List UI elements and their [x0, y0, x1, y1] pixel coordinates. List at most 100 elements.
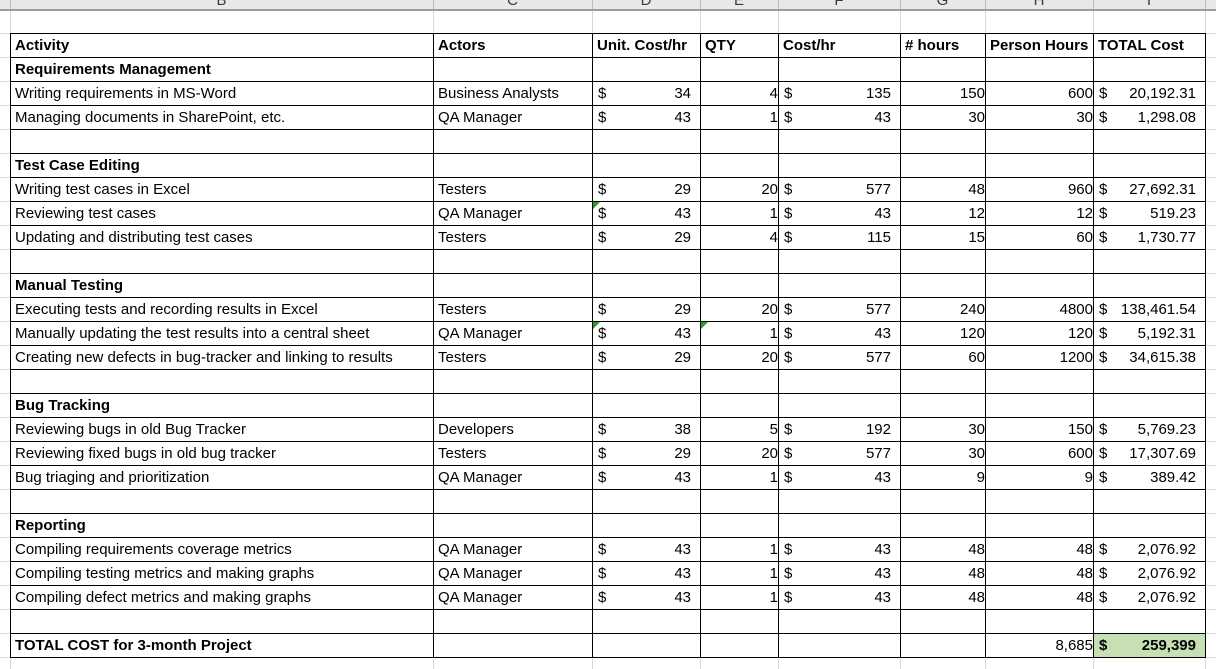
cell-actor-empty[interactable]	[433, 609, 593, 634]
section-title-cell[interactable]: Requirements Management	[10, 57, 434, 82]
cell-person-hours-empty[interactable]	[985, 609, 1094, 634]
cell-cost-hr[interactable]: $43	[778, 561, 901, 586]
cell-hours[interactable]: 120	[900, 321, 986, 346]
cell-unit-cost-empty[interactable]	[592, 369, 701, 394]
cell-unit-cost-empty[interactable]	[592, 249, 701, 274]
cell-cost-hr[interactable]: $577	[778, 297, 901, 322]
cell-cost-hr[interactable]: $43	[778, 201, 901, 226]
cell-person-hours-empty[interactable]	[985, 153, 1094, 178]
cell-hours-empty[interactable]	[900, 489, 986, 514]
cell-person-hours-empty[interactable]	[985, 369, 1094, 394]
cell-actor[interactable]: Testers	[433, 297, 593, 322]
cell-total-cost[interactable]: $2,076.92	[1093, 585, 1206, 610]
cell-cost-hr[interactable]: $43	[778, 585, 901, 610]
cell-hours-empty[interactable]	[900, 609, 986, 634]
cell-cost-hr[interactable]: $43	[778, 465, 901, 490]
cell-total-cost[interactable]: $20,192.31	[1093, 81, 1206, 106]
cell-total-cost-empty[interactable]	[1093, 369, 1206, 394]
cell-qty[interactable]: 5	[700, 417, 779, 442]
cell-total-cost-empty[interactable]	[1093, 393, 1206, 418]
cell-person-hours-empty[interactable]	[985, 249, 1094, 274]
cell-activity-empty[interactable]	[10, 369, 434, 394]
cell-person-hours[interactable]: 150	[985, 417, 1094, 442]
cell-unit-cost[interactable]: $43	[592, 537, 701, 562]
cell-unit-cost-empty[interactable]	[592, 57, 701, 82]
cell-cost-hr-empty[interactable]	[778, 273, 901, 298]
cell-hours[interactable]: 9	[900, 465, 986, 490]
cell-cost-hr[interactable]: $115	[778, 225, 901, 250]
cell-unit-cost[interactable]: $29	[592, 345, 701, 370]
cell-unit-cost[interactable]: $29	[592, 177, 701, 202]
column-letter-d[interactable]: D	[640, 0, 652, 9]
cell-hours[interactable]: 48	[900, 177, 986, 202]
cell-qty-empty[interactable]	[700, 249, 779, 274]
cell-actor[interactable]: Testers	[433, 177, 593, 202]
column-letter-f[interactable]: F	[834, 0, 844, 9]
cell-total-cost-empty[interactable]	[1093, 57, 1206, 82]
cell-person-hours-empty[interactable]	[985, 129, 1094, 154]
cell-hours[interactable]: 30	[900, 417, 986, 442]
cell-actor-empty[interactable]	[433, 489, 593, 514]
cell-unit-cost-empty[interactable]	[592, 609, 701, 634]
cell-total-cost-empty[interactable]	[1093, 249, 1206, 274]
cell-qty-empty[interactable]	[700, 129, 779, 154]
cell-unit-cost-empty[interactable]	[592, 273, 701, 298]
cell-actor[interactable]: QA Manager	[433, 201, 593, 226]
cell-person-hours-empty[interactable]	[985, 489, 1094, 514]
cell-actor-empty[interactable]	[433, 513, 593, 538]
cell-qty-empty[interactable]	[700, 489, 779, 514]
cell-person-hours[interactable]: 120	[985, 321, 1094, 346]
cell-unit-cost[interactable]: $43	[592, 321, 701, 346]
cell-qty[interactable]: 20	[700, 441, 779, 466]
cell-cost-hr-empty[interactable]	[778, 129, 901, 154]
cell-actor-empty[interactable]	[433, 153, 593, 178]
cell-hours[interactable]: 30	[900, 105, 986, 130]
cell-actor-empty[interactable]	[433, 273, 593, 298]
cell-person-hours[interactable]: 960	[985, 177, 1094, 202]
cell-person-hours[interactable]: 1200	[985, 345, 1094, 370]
cell-unit-cost[interactable]: $43	[592, 585, 701, 610]
cell-cost-hr[interactable]: $43	[778, 105, 901, 130]
cell-cost-hr[interactable]: $192	[778, 417, 901, 442]
cell-hours[interactable]: 48	[900, 561, 986, 586]
cell-unit-cost[interactable]: $38	[592, 417, 701, 442]
cell-hours[interactable]: 48	[900, 585, 986, 610]
cell-person-hours[interactable]: 30	[985, 105, 1094, 130]
cell-qty[interactable]: 1	[700, 561, 779, 586]
section-title-cell[interactable]: Reporting	[10, 513, 434, 538]
cell-unit-cost[interactable]: $43	[592, 201, 701, 226]
column-header-person-hours[interactable]: Person Hours	[985, 33, 1094, 58]
cell-actor-empty[interactable]	[433, 369, 593, 394]
cell-qty[interactable]: 1	[700, 537, 779, 562]
cell-unit-cost[interactable]: $43	[592, 561, 701, 586]
cell-total-cost[interactable]: $138,461.54	[1093, 297, 1206, 322]
cell-total-cost[interactable]: $2,076.92	[1093, 561, 1206, 586]
cell-activity[interactable]: Compiling testing metrics and making gra…	[10, 561, 434, 586]
cell-hours-empty[interactable]	[900, 393, 986, 418]
cell-qty-empty[interactable]	[700, 393, 779, 418]
cell-person-hours-empty[interactable]	[985, 393, 1094, 418]
cell-actor[interactable]: Testers	[433, 345, 593, 370]
cell-total-cost[interactable]: $5,769.23	[1093, 417, 1206, 442]
cell-person-hours-empty[interactable]	[985, 273, 1094, 298]
cell-qty-empty[interactable]	[700, 57, 779, 82]
cell-hours-empty[interactable]	[900, 513, 986, 538]
cell-qty[interactable]: 20	[700, 177, 779, 202]
cell-cost-hr[interactable]: $43	[778, 537, 901, 562]
cell-total-cost[interactable]: $2,076.92	[1093, 537, 1206, 562]
cell-activity[interactable]: Executing tests and recording results in…	[10, 297, 434, 322]
cell-total-cost[interactable]: $389.42	[1093, 465, 1206, 490]
cell-actor[interactable]: QA Manager	[433, 585, 593, 610]
cell-qty[interactable]: 20	[700, 297, 779, 322]
cell-actor-empty[interactable]	[433, 249, 593, 274]
cell-activity-empty[interactable]	[10, 249, 434, 274]
cell-activity-empty[interactable]	[10, 609, 434, 634]
cell-activity[interactable]: Updating and distributing test cases	[10, 225, 434, 250]
cell-actor-empty[interactable]	[433, 57, 593, 82]
cell-hours-empty[interactable]	[900, 369, 986, 394]
column-letter-h[interactable]: H	[1033, 0, 1045, 9]
cell-person-hours[interactable]: 9	[985, 465, 1094, 490]
cell-total-cost[interactable]: $34,615.38	[1093, 345, 1206, 370]
cell-actor[interactable]: QA Manager	[433, 537, 593, 562]
column-letter-g[interactable]: G	[936, 0, 949, 9]
